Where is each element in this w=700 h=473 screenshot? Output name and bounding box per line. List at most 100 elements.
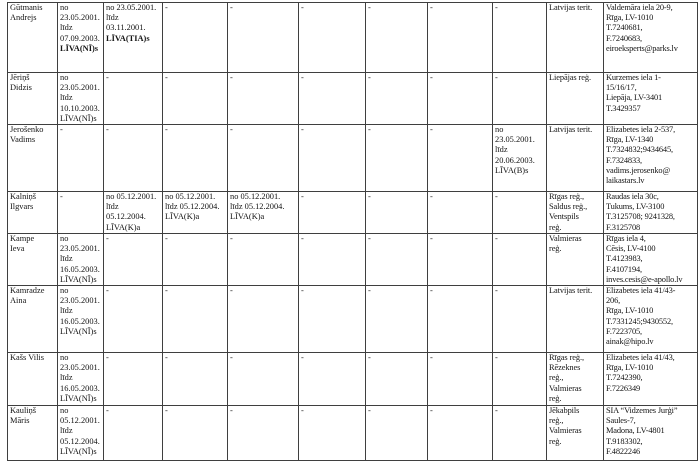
cell-empty: - (298, 71, 366, 126)
cell-empty: - (57, 191, 104, 235)
cell-empty: - (103, 405, 163, 462)
cell-empty: - (162, 285, 228, 354)
cell-name: Kalniņš Ilgvars (7, 191, 58, 235)
cell-empty: - (162, 2, 228, 73)
cell-empty: - (365, 71, 428, 126)
cell-name: Kamradze Aina (7, 285, 58, 354)
cell-period: no 05.12.2001. līdz 05.12.2004. LĪVA(K)a (227, 191, 299, 235)
cell-empty: - (162, 71, 228, 126)
cell-period: no 23.05.2001. līdz 20.06.2003. LĪVA(B)s (492, 124, 547, 193)
table-row: Kašs Vilis no 23.05.2001. līdz 16.05.2003… (7, 352, 698, 407)
cell-empty: - (227, 285, 299, 354)
cell-empty: - (162, 405, 228, 462)
cell-name: Kašs Vilis (7, 352, 58, 407)
cell-empty: - (427, 71, 493, 126)
cell-period: no 23.05.2001. līdz 16.05.2003. LĪVA(NĪ)… (57, 285, 104, 354)
cell-empty: - (162, 352, 228, 407)
cell-empty: - (365, 352, 428, 407)
cell-empty: - (103, 233, 163, 287)
cell-empty: - (227, 233, 299, 287)
cell-empty: - (427, 285, 493, 354)
cell-empty: - (298, 2, 366, 73)
cell-region: Jēkabpils reģ., Valmieras reģ. (546, 405, 604, 462)
table-row: Jerošenko Vadims - - - - - - - no 23.05.2001. lī… (7, 124, 698, 193)
table-row: Kalniņš Ilgvars - no 05.12.2001. līdz 05.1… (7, 191, 698, 235)
cell-region: Latvijas terit. (546, 124, 604, 193)
cell-address: Rīgas iela 4, Cēsis, LV-4100 T.4123983, … (603, 233, 698, 287)
cell-period: no 05.12.2001. līdz 05.12.2004. LĪVA(NĪ)… (57, 405, 104, 462)
cell-empty: - (298, 285, 366, 354)
cell-empty: - (103, 71, 163, 126)
cell-empty: - (298, 124, 366, 193)
cell-empty: - (103, 285, 163, 354)
cell-period: no 23.05.2001. līdz 16.05.2003. LĪVA(NĪ)… (57, 233, 104, 287)
table-row: Kamradze Aina no 23.05.2001. līdz 16.05.2… (7, 285, 698, 354)
cell-empty: - (298, 405, 366, 462)
cell-name: Kauliņš Māris (7, 405, 58, 462)
cell-empty: - (298, 233, 366, 287)
cell-empty: - (298, 352, 366, 407)
cell-address: Elizabetes iela 41/43- 206, Rīga, LV-101… (603, 285, 698, 354)
cell-empty: - (227, 405, 299, 462)
table-body: Gūtmanis Andrejs no 23.05.2001. līdz 07.0… (7, 2, 698, 462)
cell-name: Gūtmanis Andrejs (7, 2, 58, 73)
cell-address: Elizabetes iela 41/43, Rīga, LV-1010 T.7… (603, 352, 698, 407)
cell-empty: - (427, 352, 493, 407)
cell-empty: - (103, 352, 163, 407)
cell-region: Valmieras reģ. (546, 233, 604, 287)
cell-empty: - (492, 71, 547, 126)
cell-period: no 23.05.2001. līdz 07.09.2003. LĪVA(NĪ)… (57, 2, 104, 73)
cell-empty: - (103, 124, 163, 193)
cell-address: SIA “Vidzemes Jurģi” Saules-7, Madona, L… (603, 405, 698, 462)
cell-region: Rīgas reģ., Rēzeknes reģ., Valmieras reģ… (546, 352, 604, 407)
cell-empty: - (492, 352, 547, 407)
cell-empty: - (365, 124, 428, 193)
cell-region: Latvijas terit. (546, 285, 604, 354)
cell-region: Liepājas reģ. (546, 71, 604, 126)
bold-license-code: LĪVA(TIA)s (106, 33, 150, 43)
table-row: Kampe Ieva no 23.05.2001. līdz 16.05.2003… (7, 233, 698, 287)
cell-empty: - (227, 71, 299, 126)
cell-empty: - (162, 233, 228, 287)
cell-empty: - (365, 233, 428, 287)
table-row: Gūtmanis Andrejs no 23.05.2001. līdz 07.0… (7, 2, 698, 73)
cell-period: no 05.12.2001. līdz 05.12.2004. LĪVA(K)a (162, 191, 228, 235)
cell-empty: - (492, 285, 547, 354)
cell-empty: - (227, 124, 299, 193)
cell-period: no 23.05.2001. līdz 10.10.2003. LĪVA(NĪ)… (57, 71, 104, 126)
cell-empty: - (57, 124, 104, 193)
cell-empty: - (227, 2, 299, 73)
cell-address: Raudas iela 30c, Tukums, LV-3100 T.31257… (603, 191, 698, 235)
cell-empty: - (162, 124, 228, 193)
cell-period: no 23.05.2001. līdz 03.11.2001. LĪVA(TIA… (103, 2, 163, 73)
cell-address: Valdemāra iela 20-9, Rīga, LV-1010 T.724… (603, 2, 698, 73)
cell-empty: - (365, 2, 428, 73)
cell-address: Kurzemes iela 1- 15/16/17, Liepāja, LV-3… (603, 71, 698, 126)
cell-name: Jerošenko Vadims (7, 124, 58, 193)
cell-empty: - (427, 405, 493, 462)
cell-empty: - (365, 191, 428, 235)
cell-empty: - (227, 352, 299, 407)
cell-empty: - (427, 191, 493, 235)
cell-period: no 23.05.2001. līdz 16.05.2003. LĪVA(NĪ)… (57, 352, 104, 407)
cell-empty: - (298, 191, 366, 235)
cell-empty: - (492, 2, 547, 73)
cell-empty: - (365, 285, 428, 354)
cell-empty: - (427, 124, 493, 193)
cell-name: Jēriņš Didzis (7, 71, 58, 126)
cell-empty: - (492, 191, 547, 235)
cell-empty: - (365, 405, 428, 462)
cell-empty: - (492, 233, 547, 287)
cell-period: no 05.12.2001. līdz 05.12.2004. LĪVA(K)a (103, 191, 163, 235)
cell-address: Elizabetes iela 2-537, Rīga, LV-1340 T.7… (603, 124, 698, 193)
cell-name: Kampe Ieva (7, 233, 58, 287)
cell-region: Latvijas terit. (546, 2, 604, 73)
cell-empty: - (492, 405, 547, 462)
bold-license-code: LĪVA(NĪ)s (60, 43, 99, 53)
cell-empty: - (427, 2, 493, 73)
table-row: Jēriņš Didzis no 23.05.2001. līdz 10.10.2… (7, 71, 698, 126)
cell-empty: - (427, 233, 493, 287)
administrators-table: Gūtmanis Andrejs no 23.05.2001. līdz 07.0… (7, 2, 698, 462)
cell-region: Rīgas reģ., Saldus reģ., Ventspils reģ. (546, 191, 604, 235)
